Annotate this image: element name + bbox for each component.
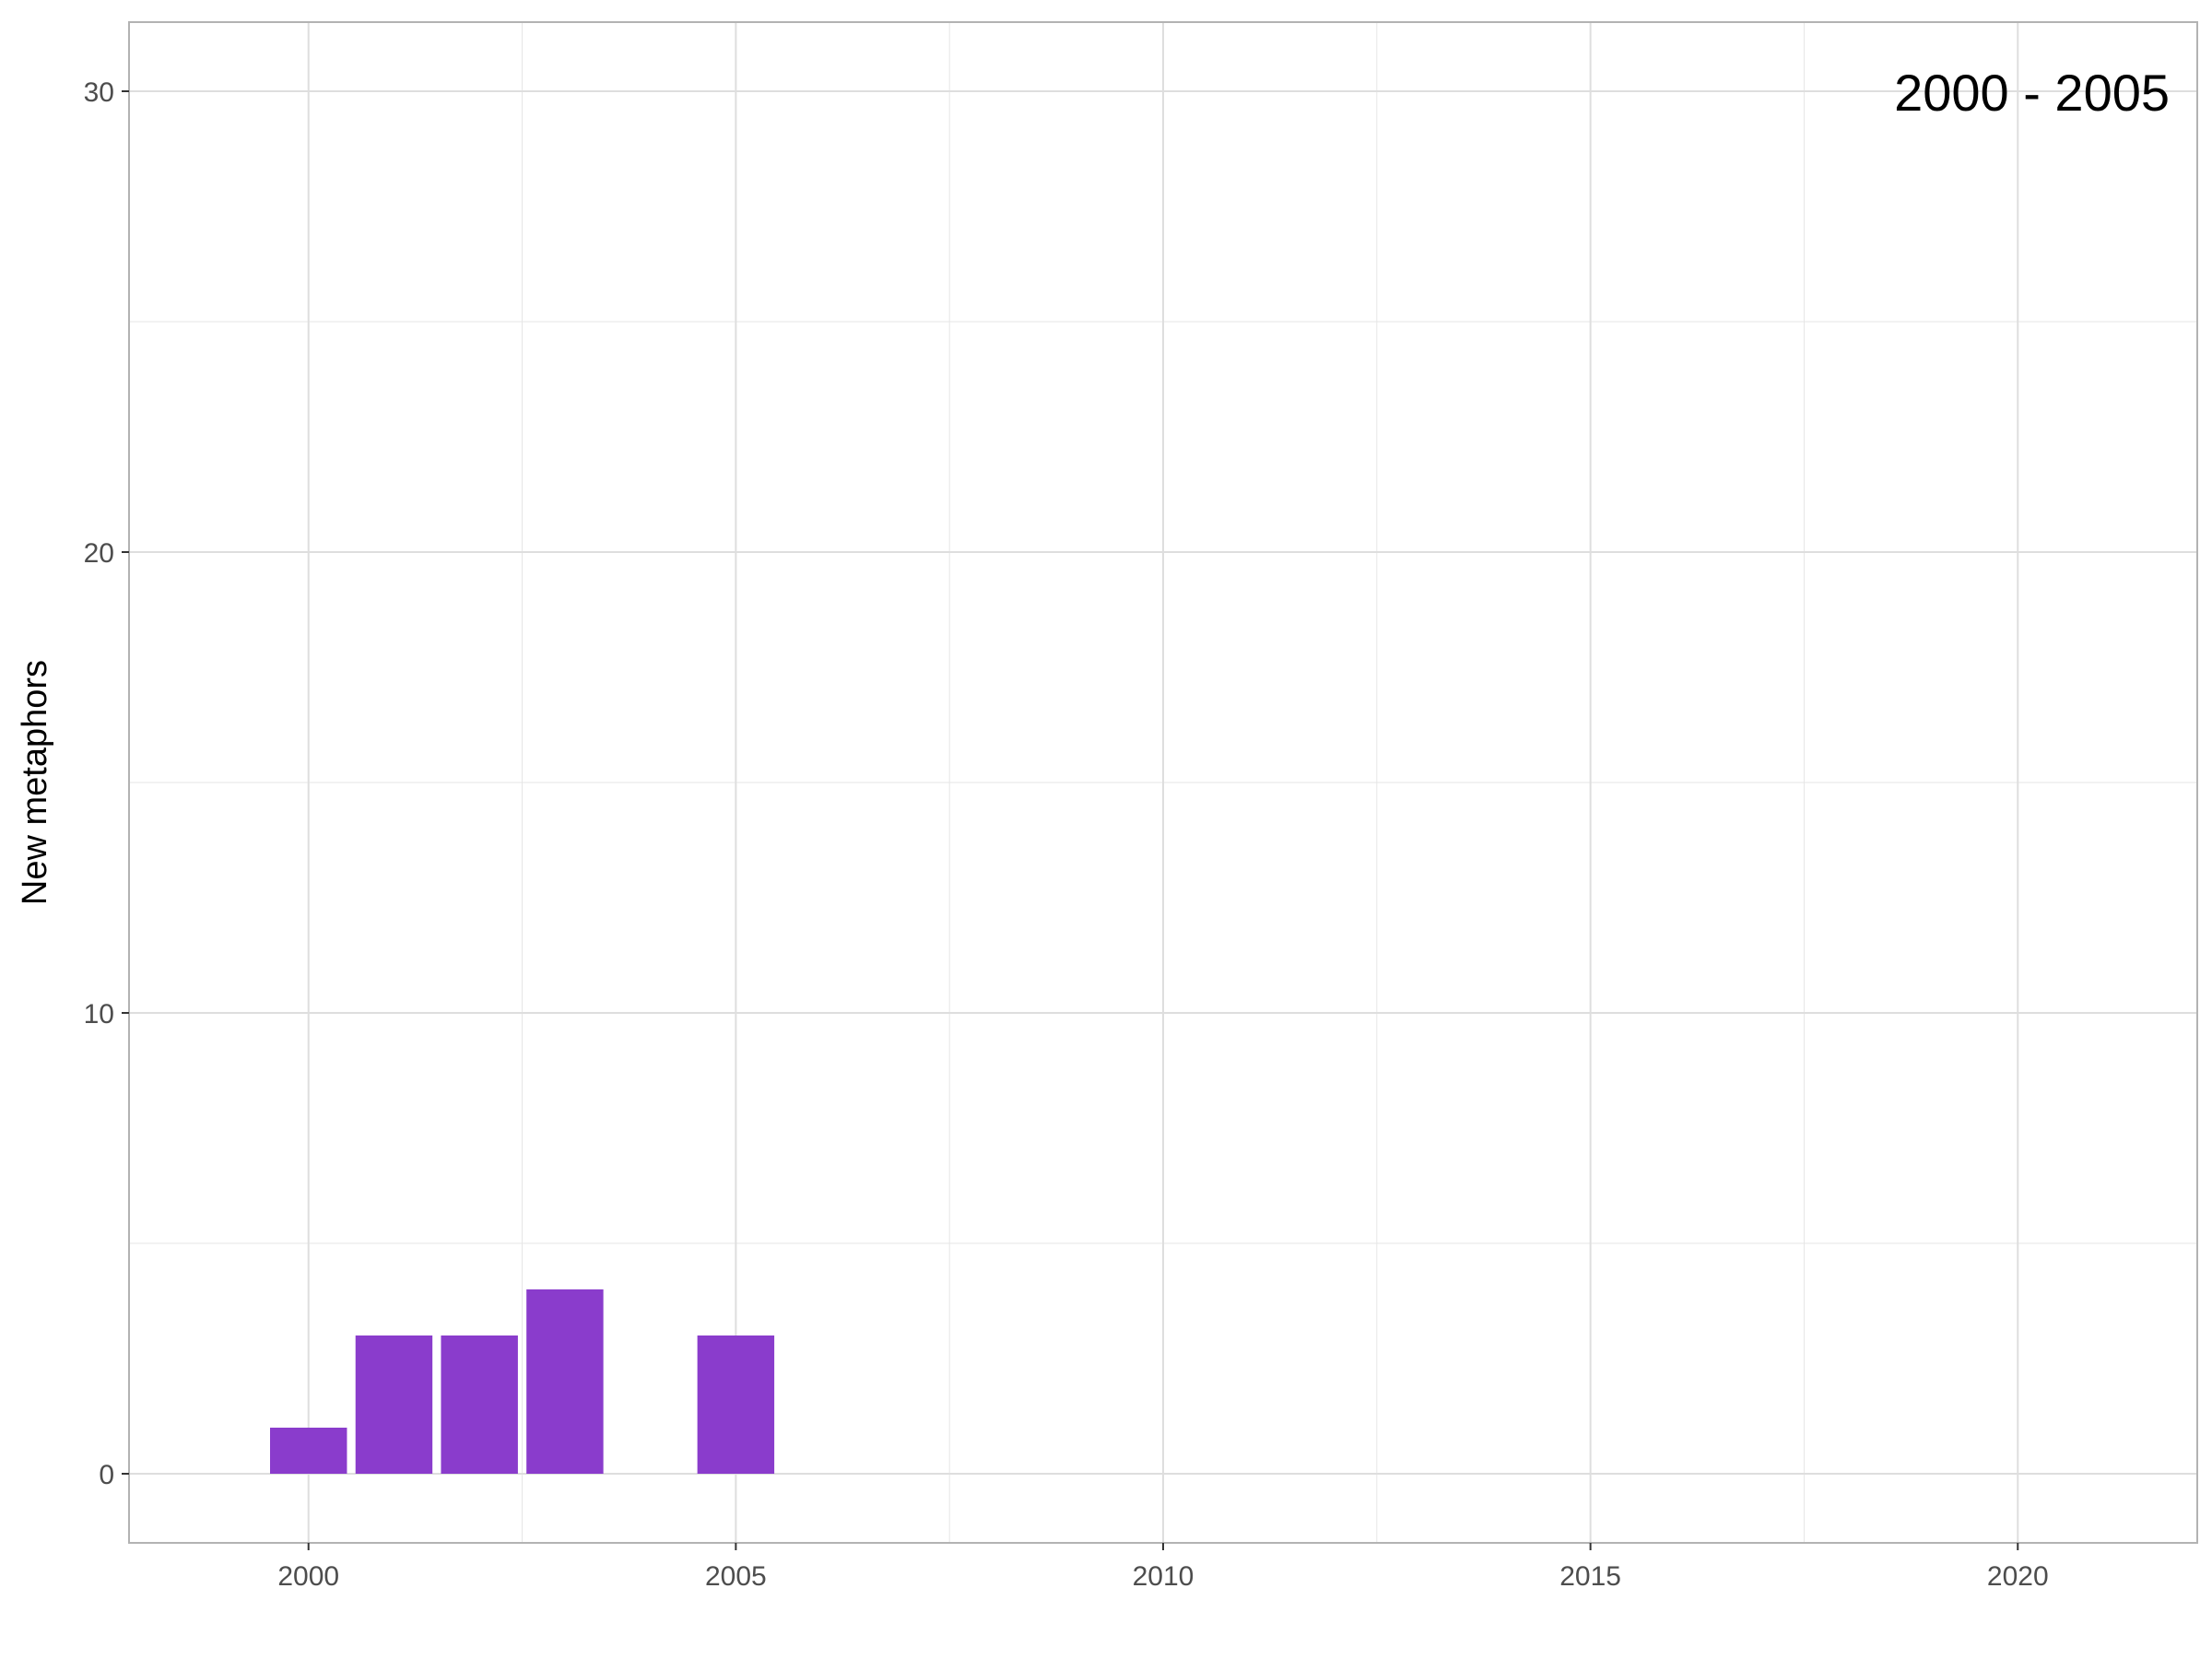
y-axis-label: New metaphors: [16, 660, 54, 905]
x-tick-label: 2010: [1133, 1561, 1194, 1592]
y-tick-label: 0: [99, 1460, 114, 1490]
x-tick-label: 2005: [705, 1561, 767, 1592]
period-annotation: 2000 - 2005: [1894, 64, 2170, 122]
x-tick-label: 2020: [1987, 1561, 2049, 1592]
y-tick-label: 20: [84, 538, 114, 569]
bar-2000: [270, 1428, 347, 1474]
bars: [270, 1289, 775, 1474]
y-tick-label: 10: [84, 999, 114, 1030]
bar-2003: [526, 1289, 604, 1474]
x-tick-label: 2000: [277, 1561, 339, 1592]
tick-marks: [122, 90, 2019, 1550]
y-tick-label: 30: [84, 77, 114, 108]
bar-2005: [697, 1335, 775, 1474]
grid-lines: [129, 22, 2197, 1543]
bar-2001: [355, 1335, 433, 1474]
bar-2002: [441, 1335, 518, 1474]
tick-labels: 2000 2005 2010 2015 2020 0 10 20 30: [84, 77, 2049, 1592]
x-tick-label: 2015: [1559, 1561, 1621, 1592]
